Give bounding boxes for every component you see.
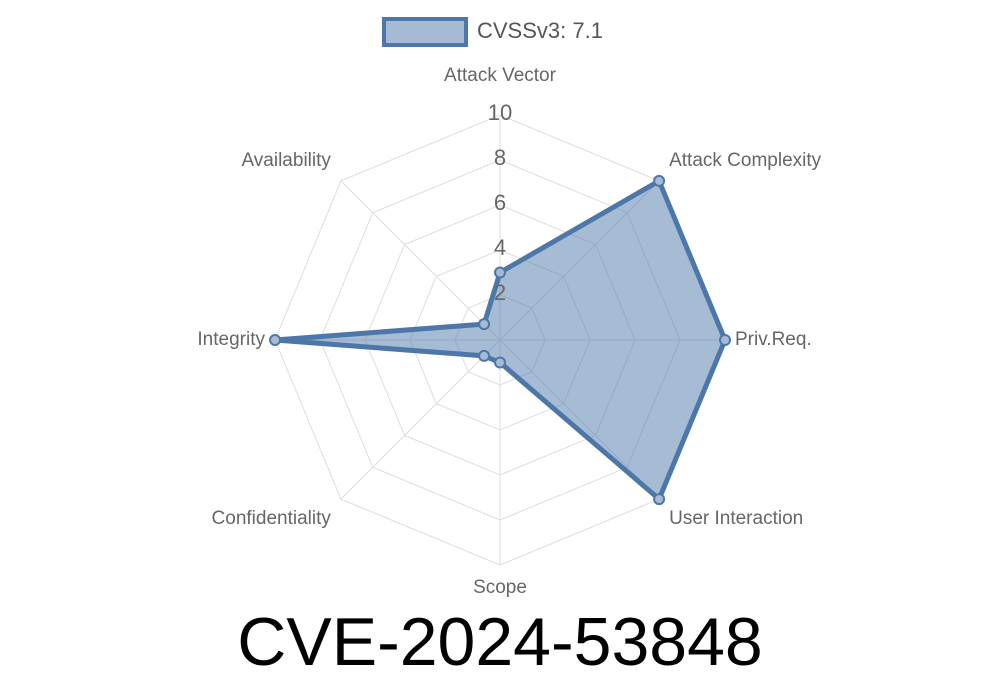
- axis-label: Attack Complexity: [669, 150, 822, 171]
- axis-label: Availability: [241, 150, 331, 171]
- axis-label: User Interaction: [669, 508, 803, 529]
- radar-point: [653, 174, 666, 187]
- chart-title: CVE-2024-53848: [237, 604, 762, 680]
- axis-label: Integrity: [197, 329, 265, 350]
- legend-label: CVSSv3: 7.1: [477, 18, 603, 43]
- axis-label: Confidentiality: [212, 508, 332, 529]
- grid-spoke: [340, 339, 501, 500]
- axis-label: Attack Vector: [444, 65, 557, 86]
- legend-swatch: [382, 17, 468, 47]
- radar-point: [719, 334, 731, 346]
- axis-label: Priv.Req.: [735, 329, 812, 350]
- axis-label: Scope: [473, 577, 527, 598]
- r-tick-label: 6: [494, 190, 506, 215]
- radar-point: [269, 334, 281, 346]
- radar-point: [494, 356, 506, 369]
- radar-point: [478, 318, 491, 331]
- radar-point: [494, 266, 506, 279]
- r-tick-label: 4: [494, 235, 506, 260]
- radar-point: [478, 349, 491, 362]
- r-tick-label: 10: [488, 100, 512, 125]
- r-tick-label: 8: [494, 145, 506, 170]
- r-tick-label: 2: [494, 280, 506, 305]
- grid-spoke: [340, 180, 501, 341]
- radar-point: [653, 493, 666, 506]
